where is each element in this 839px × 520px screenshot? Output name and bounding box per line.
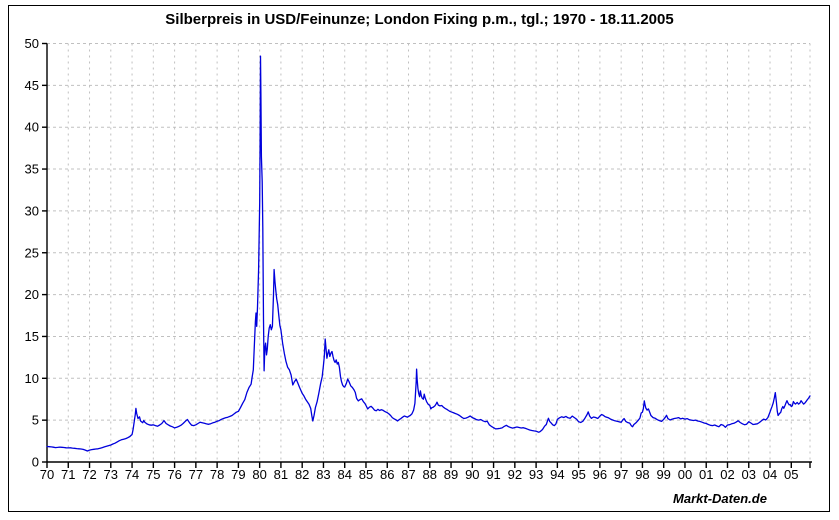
x-tick-label: 91 bbox=[486, 467, 500, 482]
x-tick-label: 77 bbox=[189, 467, 203, 482]
y-tick-label: 30 bbox=[25, 203, 39, 218]
y-tick-label: 15 bbox=[25, 329, 39, 344]
y-tick-label: 45 bbox=[25, 78, 39, 93]
x-tick-label: 04 bbox=[763, 467, 777, 482]
y-tick-label: 35 bbox=[25, 162, 39, 177]
x-tick-label: 01 bbox=[699, 467, 713, 482]
x-tick-label: 79 bbox=[231, 467, 245, 482]
x-tick-label: 98 bbox=[635, 467, 649, 482]
x-tick-label: 76 bbox=[167, 467, 181, 482]
x-tick-label: 80 bbox=[252, 467, 266, 482]
x-tick-label: 90 bbox=[465, 467, 479, 482]
x-tick-label: 84 bbox=[337, 467, 351, 482]
y-tick-label: 10 bbox=[25, 371, 39, 386]
chart-title: Silberpreis in USD/Feinunze; London Fixi… bbox=[165, 11, 674, 28]
x-tick-label: 83 bbox=[316, 467, 330, 482]
x-tick-label: 73 bbox=[104, 467, 118, 482]
watermark: Markt-Daten.de bbox=[673, 491, 767, 506]
y-tick-label: 25 bbox=[25, 245, 39, 260]
x-tick-label: 81 bbox=[274, 467, 288, 482]
chart-border bbox=[8, 5, 830, 512]
y-tick-label: 20 bbox=[25, 287, 39, 302]
x-tick-label: 95 bbox=[571, 467, 585, 482]
x-tick-label: 03 bbox=[742, 467, 756, 482]
x-tick-label: 71 bbox=[61, 467, 75, 482]
x-tick-label: 87 bbox=[401, 467, 415, 482]
x-tick-label: 89 bbox=[444, 467, 458, 482]
x-tick-label: 05 bbox=[784, 467, 798, 482]
x-tick-label: 72 bbox=[82, 467, 96, 482]
x-tick-label: 78 bbox=[210, 467, 224, 482]
x-tick-label: 96 bbox=[593, 467, 607, 482]
x-tick-label: 97 bbox=[614, 467, 628, 482]
price-line bbox=[46, 55, 811, 452]
x-tick-label: 82 bbox=[295, 467, 309, 482]
x-tick-label: 86 bbox=[380, 467, 394, 482]
x-tick-label: 85 bbox=[359, 467, 373, 482]
x-tick-label: 93 bbox=[529, 467, 543, 482]
y-tick-label: 5 bbox=[32, 413, 39, 428]
x-tick-label: 92 bbox=[508, 467, 522, 482]
x-tick-label: 88 bbox=[423, 467, 437, 482]
y-tick-label: 50 bbox=[25, 36, 39, 51]
x-tick-label: 74 bbox=[125, 467, 139, 482]
x-tick-label: 94 bbox=[550, 467, 564, 482]
y-tick-label: 40 bbox=[25, 120, 39, 135]
x-tick-label: 75 bbox=[146, 467, 160, 482]
x-tick-label: 70 bbox=[40, 467, 54, 482]
y-tick-label: 0 bbox=[32, 455, 39, 470]
x-tick-label: 02 bbox=[720, 467, 734, 482]
x-tick-label: 99 bbox=[656, 467, 670, 482]
x-tick-label: 00 bbox=[678, 467, 692, 482]
